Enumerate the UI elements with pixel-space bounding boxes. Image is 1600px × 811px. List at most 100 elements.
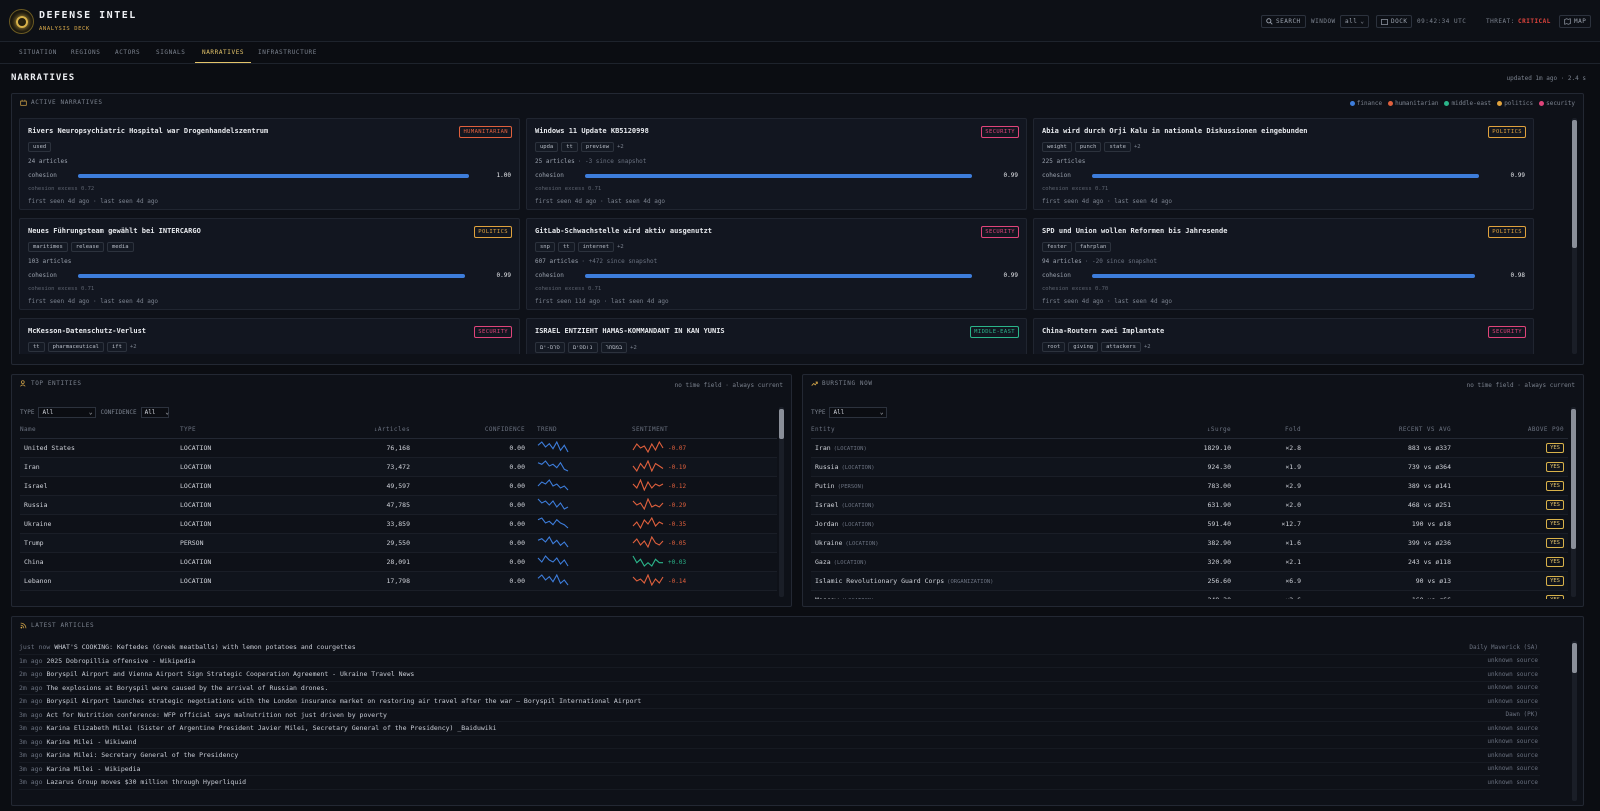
table-row[interactable]: Iran LOCATION 73,472 0.00 -0.19 bbox=[20, 457, 777, 477]
narrative-card[interactable]: SPD und Union wollen Reformen bis Jahres… bbox=[1033, 218, 1534, 310]
search-button[interactable]: SEARCH bbox=[1261, 15, 1306, 28]
keyword-chip[interactable]: fahrplan bbox=[1074, 242, 1112, 252]
keyword-chip[interactable]: fester bbox=[1042, 242, 1072, 252]
keyword-chip[interactable]: media bbox=[107, 242, 134, 252]
article-row[interactable]: 3m ago Karina Milei - Wikiwand unknown sou… bbox=[19, 736, 1540, 749]
more-keywords[interactable]: +2 bbox=[617, 144, 624, 150]
table-row[interactable]: Israel (LOCATION) 631.90 ×2.0 468 vs ø251 YES bbox=[811, 495, 1568, 515]
scrollbar-thumb[interactable] bbox=[1572, 120, 1577, 248]
type-filter-select[interactable]: All ⌄ bbox=[38, 407, 97, 418]
column-header[interactable]: ↓Articles bbox=[290, 422, 410, 439]
article-row[interactable]: just now WHAT'S COOKING: Keftedes (Greek … bbox=[19, 641, 1540, 655]
article-row[interactable]: 3m ago Karina Milei: Secretary General of… bbox=[19, 749, 1540, 763]
table-row[interactable]: Moscow(LOCATION)249.30×2.6160 vs ø66YES bbox=[811, 590, 1568, 599]
article-row[interactable]: 3m ago Karina Milei - Wikipedia unknown so… bbox=[19, 763, 1540, 776]
table-row[interactable]: Russia LOCATION 47,785 0.00 -0.29 bbox=[20, 495, 777, 515]
keyword-chip[interactable]: tt bbox=[28, 342, 45, 352]
article-title[interactable]: Karina Milei: Secretary General of the P… bbox=[46, 751, 239, 760]
tab-infrastructure[interactable]: INFRASTRUCTURE bbox=[258, 49, 317, 56]
dock-button[interactable]: DOCK bbox=[1376, 15, 1413, 28]
keyword-chip[interactable]: upda bbox=[535, 142, 559, 152]
table-row[interactable]: Islamic Revolutionary Guard Corps (ORGANI… bbox=[811, 571, 1568, 591]
column-header[interactable]: ABOVE P90 bbox=[1451, 422, 1568, 439]
column-header[interactable]: Name bbox=[20, 422, 180, 439]
article-row[interactable]: 3m ago Lazarus Group moves $30 million th… bbox=[19, 776, 1540, 790]
table-row[interactable]: Israel LOCATION 49,597 0.00 -0.12 bbox=[20, 476, 777, 496]
window-select[interactable]: all ⌄ bbox=[1340, 15, 1370, 28]
table-row[interactable]: Iran (LOCATION) 1829.10 ×2.8 883 vs ø337 YES bbox=[811, 438, 1568, 458]
article-title[interactable]: Boryspil Airport and Vienna Airport Sign… bbox=[46, 670, 415, 679]
entities-scrollbar[interactable] bbox=[779, 407, 784, 597]
keyword-chip[interactable]: used bbox=[28, 142, 52, 152]
more-keywords[interactable]: +2 bbox=[630, 344, 637, 351]
keyword-chip[interactable]: attackers bbox=[1101, 342, 1141, 352]
article-row[interactable]: 3m ago Karina Elizabeth Milei (Sister of … bbox=[19, 722, 1540, 736]
article-title[interactable]: Lazarus Group moves $30 million through … bbox=[46, 778, 247, 787]
article-row[interactable]: 2m ago Boryspil Airport and Vienna Airpor… bbox=[19, 668, 1540, 682]
table-row[interactable]: Jordan (LOCATION) 591.40 ×12.7 190 vs ø18 YES bbox=[811, 514, 1568, 534]
type-filter-select[interactable]: All ⌄ bbox=[829, 407, 888, 418]
more-keywords[interactable]: +2 bbox=[1143, 344, 1151, 350]
map-button[interactable]: MAP bbox=[1559, 15, 1592, 28]
article-row[interactable]: 2m ago Boryspil Airport launches strategi… bbox=[19, 695, 1540, 709]
keyword-chip[interactable]: tt bbox=[557, 242, 575, 252]
article-title[interactable]: Karina Milei - Wikiwand bbox=[46, 737, 137, 746]
tab-situation[interactable]: SITUATION bbox=[19, 49, 57, 56]
keyword-chip[interactable]: tt bbox=[561, 142, 578, 152]
column-header[interactable]: TYPE bbox=[180, 422, 290, 439]
keyword-chip[interactable]: snp bbox=[535, 242, 555, 252]
keyword-chip[interactable]: פרס-ים bbox=[535, 342, 565, 353]
more-keywords[interactable]: +2 bbox=[1134, 144, 1141, 150]
table-row[interactable]: Putin (PERSON) 783.00 ×2.9 389 vs ø141 YES bbox=[811, 476, 1568, 496]
keyword-chip[interactable]: weight bbox=[1042, 142, 1072, 152]
table-row[interactable]: Ukraine LOCATION 33,859 0.00 -0.35 bbox=[20, 514, 777, 534]
bursting-scrollbar[interactable] bbox=[1571, 407, 1576, 597]
tab-signals[interactable]: SIGNALS bbox=[156, 49, 186, 56]
scrollbar-thumb[interactable] bbox=[779, 409, 784, 439]
keyword-chip[interactable]: internet bbox=[577, 242, 615, 252]
scrollbar-thumb[interactable] bbox=[1572, 643, 1577, 673]
legend-item[interactable]: finance bbox=[1349, 100, 1382, 107]
scrollbar-thumb[interactable] bbox=[1571, 409, 1576, 549]
article-row[interactable]: 2m ago The explosions at Boryspil were ca… bbox=[19, 682, 1540, 695]
article-title[interactable]: Boryspil Airport launches strategic nego… bbox=[46, 697, 642, 706]
legend-item[interactable]: humanitarian bbox=[1388, 100, 1438, 107]
keyword-chip[interactable]: במסחר bbox=[600, 342, 628, 353]
narrative-card[interactable]: ISRAEL ENTZIEHT HAMAS-KOMMANDANT IN KAN … bbox=[526, 318, 1027, 354]
keyword-chip[interactable]: נוספים bbox=[567, 342, 598, 353]
legend-item[interactable]: middle-east bbox=[1444, 100, 1491, 107]
article-title[interactable]: The explosions at Boryspil were caused b… bbox=[46, 683, 329, 692]
keyword-chip[interactable]: maritimes bbox=[28, 242, 68, 252]
column-header[interactable]: Entity bbox=[811, 422, 1091, 439]
narratives-scrollbar[interactable] bbox=[1572, 118, 1577, 354]
legend-item[interactable]: politics bbox=[1497, 100, 1533, 107]
article-row[interactable]: 3m ago Act for Nutrition conference: WFP … bbox=[19, 709, 1540, 722]
article-title[interactable]: WHAT'S COOKING: Keftedes (Greek meatball… bbox=[54, 643, 356, 652]
table-row[interactable]: United States LOCATION 76,168 0.00 -0.07 bbox=[20, 438, 777, 458]
narrative-card[interactable]: McKesson-Datenschutz-Verlust SECURITY tt ph… bbox=[19, 318, 520, 354]
article-title[interactable]: 2025 Dobropillia offensive - Wikipedia bbox=[46, 656, 196, 665]
narrative-card[interactable]: Abia wird durch Orji Kalu in nationale D… bbox=[1033, 118, 1534, 210]
article-title[interactable]: Act for Nutrition conference: WFP offici… bbox=[46, 710, 387, 719]
table-row[interactable]: Gaza (LOCATION) 320.90 ×2.1 243 vs ø118 YES bbox=[811, 552, 1568, 572]
keyword-chip[interactable]: punch bbox=[1074, 142, 1102, 152]
more-keywords[interactable]: +2 bbox=[129, 344, 137, 350]
tab-narratives[interactable]: NARRATIVES bbox=[195, 42, 252, 63]
column-header[interactable]: SENTIMENT bbox=[620, 422, 777, 439]
keyword-chip[interactable]: release bbox=[70, 242, 104, 252]
narrative-card[interactable]: China-Routern zwei Implantate SECURITY roo… bbox=[1033, 318, 1534, 354]
table-row[interactable]: Russia (LOCATION) 924.30 ×1.9 739 vs ø364 YES bbox=[811, 457, 1568, 477]
table-row[interactable]: Ukraine (LOCATION) 382.90 ×1.6 399 vs ø236 YE… bbox=[811, 533, 1568, 553]
tab-regions[interactable]: REGIONS bbox=[71, 49, 101, 56]
keyword-chip[interactable]: ift bbox=[106, 342, 127, 352]
confidence-filter-select[interactable]: All ⌄ bbox=[140, 407, 169, 418]
article-title[interactable]: Karina Elizabeth Milei (Sister of Argent… bbox=[46, 724, 497, 733]
keyword-chip[interactable]: state bbox=[1104, 142, 1131, 152]
column-header[interactable]: TREND bbox=[525, 422, 620, 439]
column-header[interactable]: CONFIDENCE bbox=[410, 422, 525, 439]
keyword-chip[interactable]: root bbox=[1042, 342, 1066, 352]
keyword-chip[interactable]: pharmaceutical bbox=[47, 342, 104, 352]
table-row[interactable]: China LOCATION 28,091 0.00 +0.03 bbox=[20, 552, 777, 572]
keyword-chip[interactable]: giving bbox=[1068, 342, 1099, 352]
table-row[interactable]: Trump PERSON 29,550 0.00 -0.05 bbox=[20, 533, 777, 553]
